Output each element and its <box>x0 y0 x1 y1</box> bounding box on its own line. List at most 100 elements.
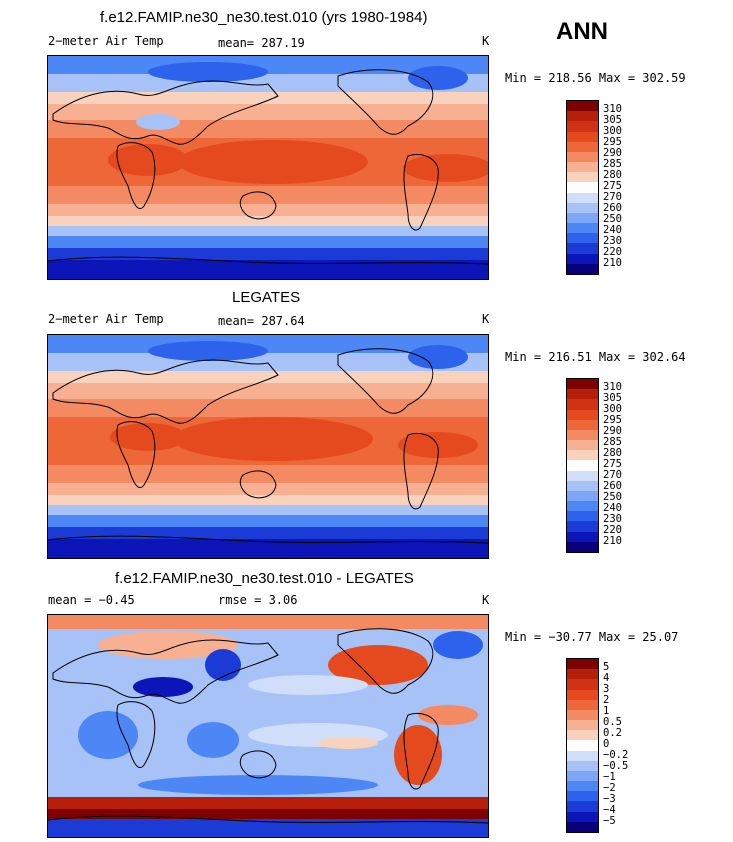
panel2-colorbar-label: 260 <box>603 480 622 492</box>
panel2-colorbar-swatch <box>567 399 598 410</box>
panel1-colorbar-swatch <box>567 253 598 264</box>
panel2-colorbar-label: 275 <box>603 458 622 470</box>
panel2-colorbar-swatch <box>567 480 598 491</box>
panel3-title: f.e12.FAMIP.ne30_ne30.test.010 - LEGATES <box>115 570 414 587</box>
panel3-colorbar-label: 0 <box>603 738 610 750</box>
panel1-colorbar-label: 270 <box>603 191 622 203</box>
panel1-colorbar-swatch <box>567 243 598 254</box>
panel3-colorbar-swatch <box>567 669 598 680</box>
panel2-colorbar-swatch <box>567 409 598 420</box>
panel3-map <box>47 614 489 838</box>
panel1-colorbar-label: 300 <box>603 125 622 137</box>
panel2-colorbar-swatch <box>567 470 598 481</box>
panel3-colorbar-swatch <box>567 659 598 670</box>
panel1-colorbar-swatch <box>567 101 598 112</box>
panel2-colorbar-swatch <box>567 389 598 400</box>
panel1-colorbar-swatch <box>567 192 598 203</box>
panel2-colorbar-swatch <box>567 450 598 461</box>
panel1-colorbar-label: 275 <box>603 180 622 192</box>
panel3-colorbar-label: −0.5 <box>603 760 629 772</box>
panel3-colorbar-label: 3 <box>603 683 610 695</box>
panel2-colorbar-swatch <box>567 541 598 552</box>
panel2-colorbar-label: 270 <box>603 469 622 481</box>
panel2-colorbar <box>566 378 599 553</box>
panel3-colorbar-label: 1 <box>603 705 610 717</box>
panel1-title: f.e12.FAMIP.ne30_ne30.test.010 (yrs 1980… <box>100 9 428 26</box>
season-label: ANN <box>556 18 608 45</box>
panel1-colorbar-swatch <box>567 182 598 193</box>
panel1-colorbar <box>566 100 599 275</box>
panel1-colorbar-label: 250 <box>603 213 622 225</box>
panel1-colorbar-swatch <box>567 212 598 224</box>
panel3-colorbar-label: −5 <box>603 815 616 827</box>
panel2-mean-label: mean= 287.64 <box>218 314 305 328</box>
panel1-colorbar-label: 305 <box>603 114 622 126</box>
panel1-colorbar-swatch <box>567 263 598 274</box>
panel1-colorbar-label: 290 <box>603 147 622 159</box>
panel1-colorbar-label: 230 <box>603 235 622 247</box>
panel3-mean-label: mean = −0.45 <box>48 593 135 607</box>
panel1-minmax-label: Min = 218.56 Max = 302.59 <box>505 71 686 85</box>
panel2-colorbar-swatch <box>567 440 598 451</box>
panel3-colorbar-swatch <box>567 781 598 792</box>
panel2-colorbar-label: 295 <box>603 414 622 426</box>
panel1-colorbar-swatch <box>567 202 598 213</box>
panel1-colorbar-label: 280 <box>603 169 622 181</box>
panel1-colorbar-swatch <box>567 151 598 163</box>
panel1-colorbar-label: 220 <box>603 246 622 258</box>
panel2-map <box>47 334 489 559</box>
panel3-colorbar-label: 2 <box>603 694 610 706</box>
panel3-colorbar-swatch <box>567 709 598 721</box>
panel1-colorbar-swatch <box>567 121 598 132</box>
panel2-colorbar-swatch <box>567 460 598 471</box>
panel3-colorbar-swatch <box>567 801 598 812</box>
panel2-colorbar-swatch <box>567 379 598 390</box>
panel3-colorbar-swatch <box>567 750 598 761</box>
panel3-colorbar-label: 4 <box>603 672 610 684</box>
panel2-colorbar-label: 310 <box>603 381 622 393</box>
panel1-variable-label: 2−meter Air Temp <box>48 34 164 48</box>
panel1-mean-label: mean= 287.19 <box>218 36 305 50</box>
panel1-colorbar-swatch <box>567 233 598 244</box>
panel3-colorbar-label: 5 <box>603 661 610 673</box>
panel1-colorbar-swatch <box>567 131 598 142</box>
panel3-colorbar-swatch <box>567 821 598 832</box>
panel2-colorbar-swatch <box>567 419 598 430</box>
panel1-units-label: K <box>482 34 490 48</box>
panel3-colorbar-label: −1 <box>603 771 616 783</box>
panel1-colorbar-label: 210 <box>603 257 622 269</box>
panel3-colorbar-label: −4 <box>603 804 616 816</box>
panel2-colorbar-label: 280 <box>603 447 622 459</box>
panel2-colorbar-label: 285 <box>603 436 622 448</box>
panel2-colorbar-label: 230 <box>603 513 622 525</box>
panel3-rmse-label: rmse = 3.06 <box>218 593 298 607</box>
panel2-variable-label: 2−meter Air Temp <box>48 312 164 326</box>
panel3-colorbar-swatch <box>567 730 598 741</box>
panel2-colorbar-swatch <box>567 521 598 532</box>
panel3-colorbar-swatch <box>567 720 598 731</box>
panel3-colorbar-label: 0.2 <box>603 727 622 739</box>
panel1-colorbar-swatch <box>567 162 598 173</box>
panel2-colorbar-swatch <box>567 490 598 502</box>
panel2-colorbar-swatch <box>567 511 598 522</box>
panel1-colorbar-label: 240 <box>603 224 622 236</box>
panel1-colorbar-swatch <box>567 223 598 234</box>
panel2-colorbar-swatch <box>567 531 598 542</box>
panel3-colorbar-swatch <box>567 679 598 690</box>
panel3-colorbar-swatch <box>567 811 598 822</box>
panel2-minmax-label: Min = 216.51 Max = 302.64 <box>505 350 686 364</box>
panel3-colorbar-label: −2 <box>603 782 616 794</box>
panel3-colorbar-label: 0.5 <box>603 716 622 728</box>
panel3-units-label: K <box>482 593 490 607</box>
panel2-units-label: K <box>482 312 490 326</box>
panel2-colorbar-label: 220 <box>603 524 622 536</box>
panel3-colorbar-label: −0.2 <box>603 749 629 761</box>
panel2-colorbar-label: 290 <box>603 425 622 437</box>
panel3-colorbar-swatch <box>567 791 598 802</box>
panel3-colorbar-swatch <box>567 740 598 751</box>
panel2-colorbar-label: 305 <box>603 392 622 404</box>
panel2-temperature-field <box>48 335 488 558</box>
panel2-colorbar-swatch <box>567 501 598 512</box>
panel3-minmax-label: Min = −30.77 Max = 25.07 <box>505 630 679 644</box>
panel3-colorbar-swatch <box>567 689 598 700</box>
